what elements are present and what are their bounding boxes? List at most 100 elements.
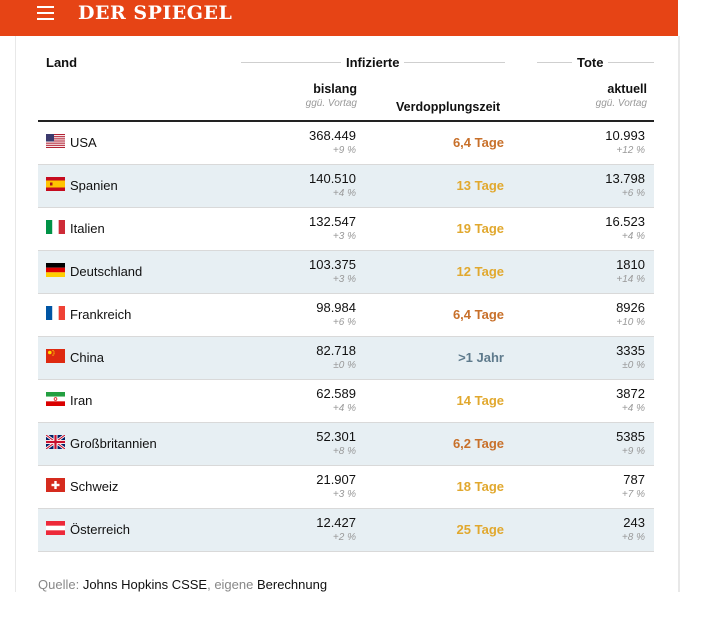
- infected-change: +4 %: [332, 188, 356, 199]
- column-header-aktuell: aktuell: [607, 82, 647, 96]
- gb-flag-icon: [46, 435, 65, 449]
- table-row: Österreich 12.427 +2 % 25 Tage 243 +8 %: [38, 509, 654, 552]
- infected-change: +3 %: [332, 489, 356, 500]
- deaths-change: +14 %: [616, 274, 645, 285]
- infected-change: +9 %: [332, 145, 356, 156]
- table-card: [15, 36, 680, 592]
- deaths-total: 243: [623, 515, 645, 530]
- doubling-time: 6,4 Tage: [452, 135, 504, 150]
- deaths-change: +8 %: [621, 532, 645, 543]
- table-row: Deutschland 103.375 +3 % 12 Tage 1810 +14 %: [38, 251, 654, 294]
- country-name: Deutschland: [70, 264, 143, 279]
- column-note-aktuell: ggü. Vortag: [595, 98, 647, 109]
- deaths-change: +10 %: [616, 317, 645, 328]
- deaths-total: 787: [623, 472, 645, 487]
- deaths-change: +4 %: [621, 231, 645, 242]
- country-name: USA: [70, 135, 97, 150]
- country-name: Spanien: [70, 178, 118, 193]
- infected-change: ±0 %: [333, 360, 356, 371]
- infected-total: 21.907: [316, 472, 356, 487]
- table-row: Großbritannien 52.301 +8 % 6,2 Tage 5385 +9 %: [38, 423, 654, 466]
- doubling-time: 18 Tage: [456, 479, 504, 494]
- deaths-total: 5385: [616, 429, 645, 444]
- country-name: Großbritannien: [70, 436, 157, 451]
- country-name: Italien: [70, 221, 105, 236]
- table-row: China 82.718 ±0 % >1 Jahr 3335 ±0 %: [38, 337, 654, 380]
- infected-change: +3 %: [332, 231, 356, 242]
- deaths-change: +6 %: [621, 188, 645, 199]
- it-flag-icon: [46, 220, 65, 234]
- group-header-infizierte: Infizierte: [341, 55, 405, 70]
- column-header-bislang: bislang: [313, 82, 357, 96]
- country-name: Schweiz: [70, 479, 119, 494]
- deaths-total: 3872: [616, 386, 645, 401]
- table-row: Frankreich 98.984 +6 % 6,4 Tage 8926 +10 %: [38, 294, 654, 337]
- deaths-total: 10.993: [605, 128, 645, 143]
- table-row: Schweiz 21.907 +3 % 18 Tage 787 +7 %: [38, 466, 654, 509]
- infected-change: +4 %: [332, 403, 356, 414]
- deaths-total: 3335: [616, 343, 645, 358]
- hamburger-menu-icon[interactable]: [37, 6, 54, 20]
- table-row: Spanien 140.510 +4 % 13 Tage 13.798 +6 %: [38, 165, 654, 208]
- us-flag-icon: [46, 134, 65, 148]
- infected-total: 368.449: [309, 128, 356, 143]
- deaths-total: 16.523: [605, 214, 645, 229]
- infected-total: 62.589: [316, 386, 356, 401]
- deaths-change: +9 %: [621, 446, 645, 457]
- doubling-time: 12 Tage: [456, 264, 504, 279]
- column-note-bislang: ggü. Vortag: [305, 98, 357, 109]
- table-row: Italien 132.547 +3 % 19 Tage 16.523 +4 %: [38, 208, 654, 251]
- infected-change: +2 %: [332, 532, 356, 543]
- doubling-time: 6,2 Tage: [452, 436, 504, 451]
- ch-flag-icon: [46, 478, 65, 492]
- deaths-change: +12 %: [616, 145, 645, 156]
- infected-total: 82.718: [316, 343, 356, 358]
- column-header-land: Land: [46, 55, 78, 70]
- doubling-time: 14 Tage: [456, 393, 504, 408]
- infected-total: 12.427: [316, 515, 356, 530]
- infected-total: 103.375: [309, 257, 356, 272]
- deaths-total: 8926: [616, 300, 645, 315]
- source-prefix: Quelle:: [38, 577, 83, 592]
- infected-change: +6 %: [332, 317, 356, 328]
- doubling-time: 6,4 Tage: [452, 307, 504, 322]
- country-name: Frankreich: [70, 307, 132, 322]
- infected-total: 132.547: [309, 214, 356, 229]
- country-name: China: [70, 350, 104, 365]
- source-link-berechnung[interactable]: Berechnung: [256, 577, 328, 592]
- doubling-time: >1 Jahr: [458, 350, 504, 365]
- deaths-total: 1810: [616, 257, 645, 272]
- site-header: DER SPIEGEL: [0, 0, 678, 36]
- country-name: Österreich: [70, 522, 130, 537]
- deaths-change: +4 %: [621, 403, 645, 414]
- table-body: USA 368.449 +9 % 6,4 Tage 10.993 +12 % Spanien…: [38, 122, 654, 552]
- table-row: Iran 62.589 +4 % 14 Tage 3872 +4 %: [38, 380, 654, 423]
- fr-flag-icon: [46, 306, 65, 320]
- country-name: Iran: [70, 393, 93, 408]
- infected-total: 52.301: [316, 429, 356, 444]
- ir-flag-icon: [46, 392, 65, 406]
- deaths-change: +7 %: [621, 489, 645, 500]
- at-flag-icon: [46, 521, 65, 535]
- es-flag-icon: [46, 177, 65, 191]
- de-flag-icon: [46, 263, 65, 277]
- doubling-time: 25 Tage: [456, 522, 504, 537]
- infected-change: +8 %: [332, 446, 356, 457]
- deaths-total: 13.798: [605, 171, 645, 186]
- header-divider: [38, 120, 654, 122]
- doubling-time: 19 Tage: [456, 221, 504, 236]
- deaths-change: ±0 %: [622, 360, 645, 371]
- source-separator: , eigene: [207, 577, 257, 592]
- source-link-johns-hopkins[interactable]: Johns Hopkins CSSE: [82, 577, 208, 592]
- source-line: Quelle: Johns Hopkins CSSE, eigene Berec…: [38, 577, 327, 592]
- group-header-tote: Tote: [572, 55, 609, 70]
- cn-flag-icon: [46, 349, 65, 363]
- table-row: USA 368.449 +9 % 6,4 Tage 10.993 +12 %: [38, 122, 654, 165]
- column-header-verdopplungszeit: Verdopplungszeit: [396, 100, 501, 114]
- infected-total: 98.984: [316, 300, 356, 315]
- infected-change: +3 %: [332, 274, 356, 285]
- doubling-time: 13 Tage: [456, 178, 504, 193]
- infected-total: 140.510: [309, 171, 356, 186]
- site-logo[interactable]: DER SPIEGEL: [78, 2, 233, 24]
